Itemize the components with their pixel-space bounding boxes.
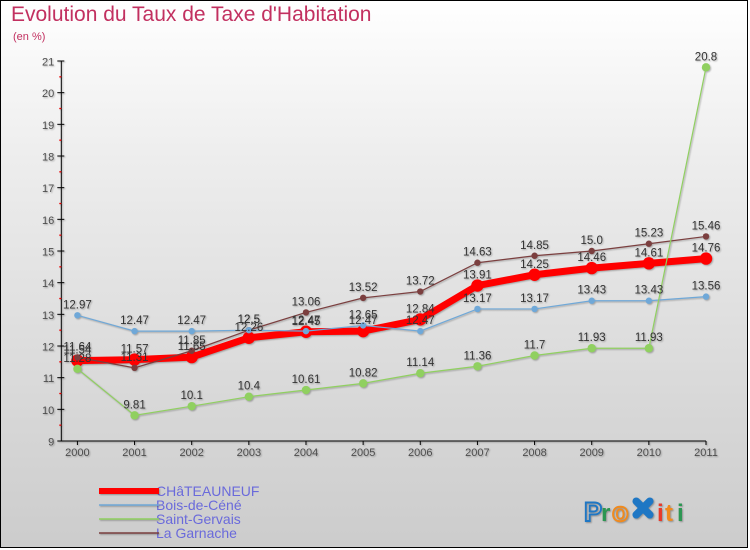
svg-text:11: 11 — [43, 373, 54, 385]
svg-text:16: 16 — [42, 215, 54, 227]
svg-text:11.65: 11.65 — [178, 341, 206, 353]
svg-text:14.61: 14.61 — [634, 247, 663, 259]
svg-text:o: o — [612, 497, 629, 527]
svg-text:14.46: 14.46 — [577, 252, 606, 264]
svg-text:2000: 2000 — [65, 447, 89, 459]
svg-text:17: 17 — [42, 183, 54, 195]
svg-text:2006: 2006 — [408, 447, 432, 459]
svg-text:13.43: 13.43 — [634, 285, 663, 297]
svg-text:14.25: 14.25 — [520, 259, 549, 271]
svg-text:2008: 2008 — [522, 447, 546, 459]
svg-text:10: 10 — [42, 405, 54, 417]
svg-text:2001: 2001 — [122, 447, 146, 459]
svg-text:15.0: 15.0 — [581, 235, 603, 247]
svg-text:2009: 2009 — [579, 447, 603, 459]
svg-text:12.47: 12.47 — [406, 315, 435, 327]
svg-text:12: 12 — [42, 342, 54, 354]
svg-text:11.7: 11.7 — [524, 340, 546, 352]
svg-text:t: t — [665, 500, 673, 527]
svg-text:14: 14 — [42, 278, 54, 290]
svg-text:12.26: 12.26 — [234, 322, 263, 334]
svg-text:2002: 2002 — [179, 447, 203, 459]
svg-text:13: 13 — [42, 310, 54, 322]
svg-text:2011: 2011 — [694, 447, 718, 459]
svg-text:2005: 2005 — [351, 447, 375, 459]
svg-text:12.47: 12.47 — [120, 315, 149, 327]
svg-text:9.81: 9.81 — [123, 399, 145, 411]
svg-text:11.93: 11.93 — [578, 332, 606, 344]
svg-text:12.45: 12.45 — [292, 316, 321, 328]
svg-text:11.54: 11.54 — [63, 345, 92, 357]
svg-text:20.8: 20.8 — [695, 51, 717, 63]
svg-text:10.82: 10.82 — [349, 367, 378, 379]
svg-text:21: 21 — [42, 57, 54, 69]
svg-text:13.17: 13.17 — [520, 293, 549, 305]
svg-text:11.93: 11.93 — [635, 332, 663, 344]
svg-text:18: 18 — [42, 152, 54, 164]
svg-text:11.14: 11.14 — [406, 357, 435, 369]
svg-text:13.17: 13.17 — [463, 293, 492, 305]
svg-text:P: P — [584, 497, 602, 527]
svg-text:20: 20 — [42, 88, 54, 100]
svg-text:13.72: 13.72 — [406, 276, 435, 288]
svg-text:10.61: 10.61 — [292, 374, 321, 386]
svg-text:11.57: 11.57 — [121, 344, 149, 356]
svg-text:12.47: 12.47 — [349, 315, 378, 327]
svg-text:2007: 2007 — [465, 447, 489, 459]
svg-text:2004: 2004 — [294, 447, 318, 459]
svg-text:14.63: 14.63 — [463, 247, 492, 259]
svg-text:12.84: 12.84 — [406, 303, 435, 315]
svg-text:19: 19 — [42, 120, 54, 132]
svg-text:13.91: 13.91 — [463, 270, 492, 282]
svg-text:13.06: 13.06 — [292, 296, 321, 308]
svg-text:i: i — [677, 500, 684, 527]
svg-text:13.56: 13.56 — [692, 281, 721, 293]
svg-text:2003: 2003 — [237, 447, 261, 459]
svg-text:14.85: 14.85 — [520, 240, 549, 252]
svg-text:14.76: 14.76 — [692, 243, 721, 255]
svg-text:11.36: 11.36 — [463, 350, 491, 362]
svg-text:13.43: 13.43 — [577, 285, 606, 297]
svg-text:15.23: 15.23 — [634, 228, 663, 240]
svg-text:13.52: 13.52 — [349, 282, 378, 294]
svg-text:i: i — [657, 500, 664, 527]
svg-text:12.47: 12.47 — [177, 315, 206, 327]
svg-text:12.97: 12.97 — [63, 299, 92, 311]
svg-text:15.46: 15.46 — [692, 220, 721, 232]
svg-text:15: 15 — [42, 247, 54, 259]
svg-text:9: 9 — [48, 437, 54, 449]
svg-text:10.1: 10.1 — [180, 390, 202, 402]
svg-text:2010: 2010 — [637, 447, 661, 459]
svg-text:10.4: 10.4 — [238, 381, 261, 393]
svg-text:r: r — [601, 500, 610, 527]
